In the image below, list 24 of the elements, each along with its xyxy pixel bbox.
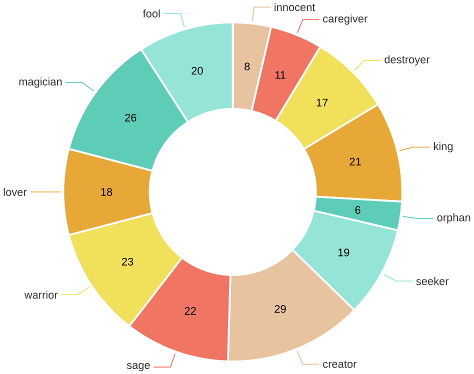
slice-label: lover bbox=[4, 188, 27, 196]
data-label: 11 bbox=[275, 70, 286, 79]
data-label: 26 bbox=[125, 114, 136, 122]
data-label: 20 bbox=[192, 66, 203, 74]
slice-label: magician bbox=[19, 77, 62, 88]
slice-label: fool bbox=[142, 9, 160, 18]
data-label: 29 bbox=[274, 304, 286, 313]
data-label: 17 bbox=[316, 98, 328, 106]
slice-label: warrior bbox=[24, 290, 58, 299]
slice-label: caregiver bbox=[323, 14, 368, 25]
data-label: 6 bbox=[355, 206, 360, 214]
slice-label: seeker bbox=[416, 276, 449, 285]
slice-label: king bbox=[434, 142, 453, 152]
data-label: 19 bbox=[338, 248, 350, 256]
data-label: 23 bbox=[122, 258, 134, 266]
slice-label: orphan bbox=[437, 213, 470, 224]
data-label: 18 bbox=[101, 188, 112, 196]
slice-label: creator bbox=[323, 360, 357, 368]
slice-label: destroyer bbox=[384, 55, 430, 66]
slice-label: sage bbox=[126, 362, 150, 372]
data-label: 22 bbox=[184, 306, 196, 315]
slice-label: innocent bbox=[274, 2, 316, 11]
data-label: 21 bbox=[350, 158, 361, 166]
data-label: 8 bbox=[244, 62, 250, 70]
